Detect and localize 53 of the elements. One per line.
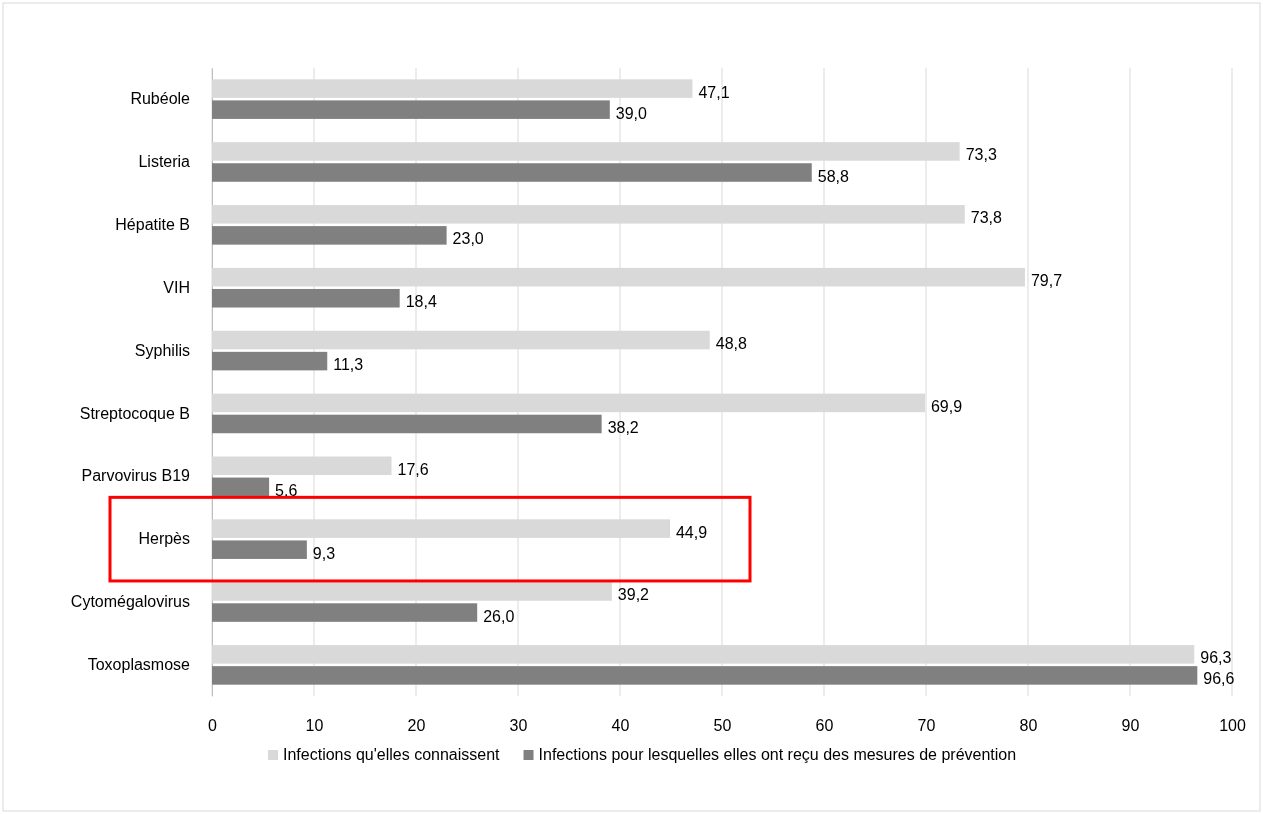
y-tick-label: Toxoplasmose [87,656,191,673]
y-tick-label: Herpès [138,530,190,548]
x-tick-label: 40 [611,717,630,735]
data-label: 26,0 [483,607,515,625]
data-label: 17,6 [397,460,429,478]
data-label: 69,9 [930,397,963,415]
x-tick-label: 70 [917,717,936,735]
x-tick-label: 0 [208,717,218,735]
bar [212,100,610,119]
data-label: 48,8 [715,335,747,353]
bar [212,226,447,245]
data-label: 73,3 [965,146,997,164]
x-tick-label: 10 [305,717,324,735]
x-tick-label: 60 [815,717,834,735]
y-tick-label: Rubéole [130,90,191,108]
bar [212,163,812,182]
data-label: 5,6 [275,481,298,499]
data-label: 96,6 [1203,670,1235,688]
bar [212,288,400,308]
bar [212,477,270,497]
y-tick-label: Streptocoque B [79,404,190,422]
x-tick-label: 100 [1219,717,1246,735]
data-label: 18,4 [405,293,437,311]
data-label: 23,0 [452,230,484,248]
bar [212,414,602,434]
data-label: 11,3 [333,356,364,374]
x-tick-label: 90 [1121,717,1140,735]
data-label: 47,1 [698,83,730,101]
data-label: 96,3 [1200,649,1232,667]
data-label: 58,8 [817,167,849,185]
y-tick-label: Cytomégalovirus [70,593,190,611]
y-tick-label: Hépatite B [115,215,190,233]
bar [212,603,478,622]
y-tick-label: Listeria [138,153,191,171]
data-label: 9,3 [312,544,336,562]
data-label: 38,2 [607,418,639,436]
x-tick-label: 50 [713,717,732,735]
x-tick-label: 20 [407,717,426,735]
legend-label: Infections qu'elles connaissent [283,746,501,763]
data-label: 39,0 [615,104,648,122]
legend-label: Infections pour lesquelles elles ont reçu des mesures de prévention [538,746,1017,763]
bar [212,540,307,559]
bar [212,666,1198,685]
data-label: 73,8 [970,209,1002,227]
data-label: 79,7 [1030,272,1063,290]
x-tick-label: 30 [509,717,528,735]
data-label: 44,9 [675,523,708,541]
x-tick-label: 80 [1019,717,1038,735]
y-tick-label: Syphilis [134,341,190,359]
bar [212,351,328,371]
y-tick-label: Parvovirus B19 [81,467,191,485]
y-tick-label: VIH [163,278,190,296]
data-label: 39,2 [617,586,650,604]
